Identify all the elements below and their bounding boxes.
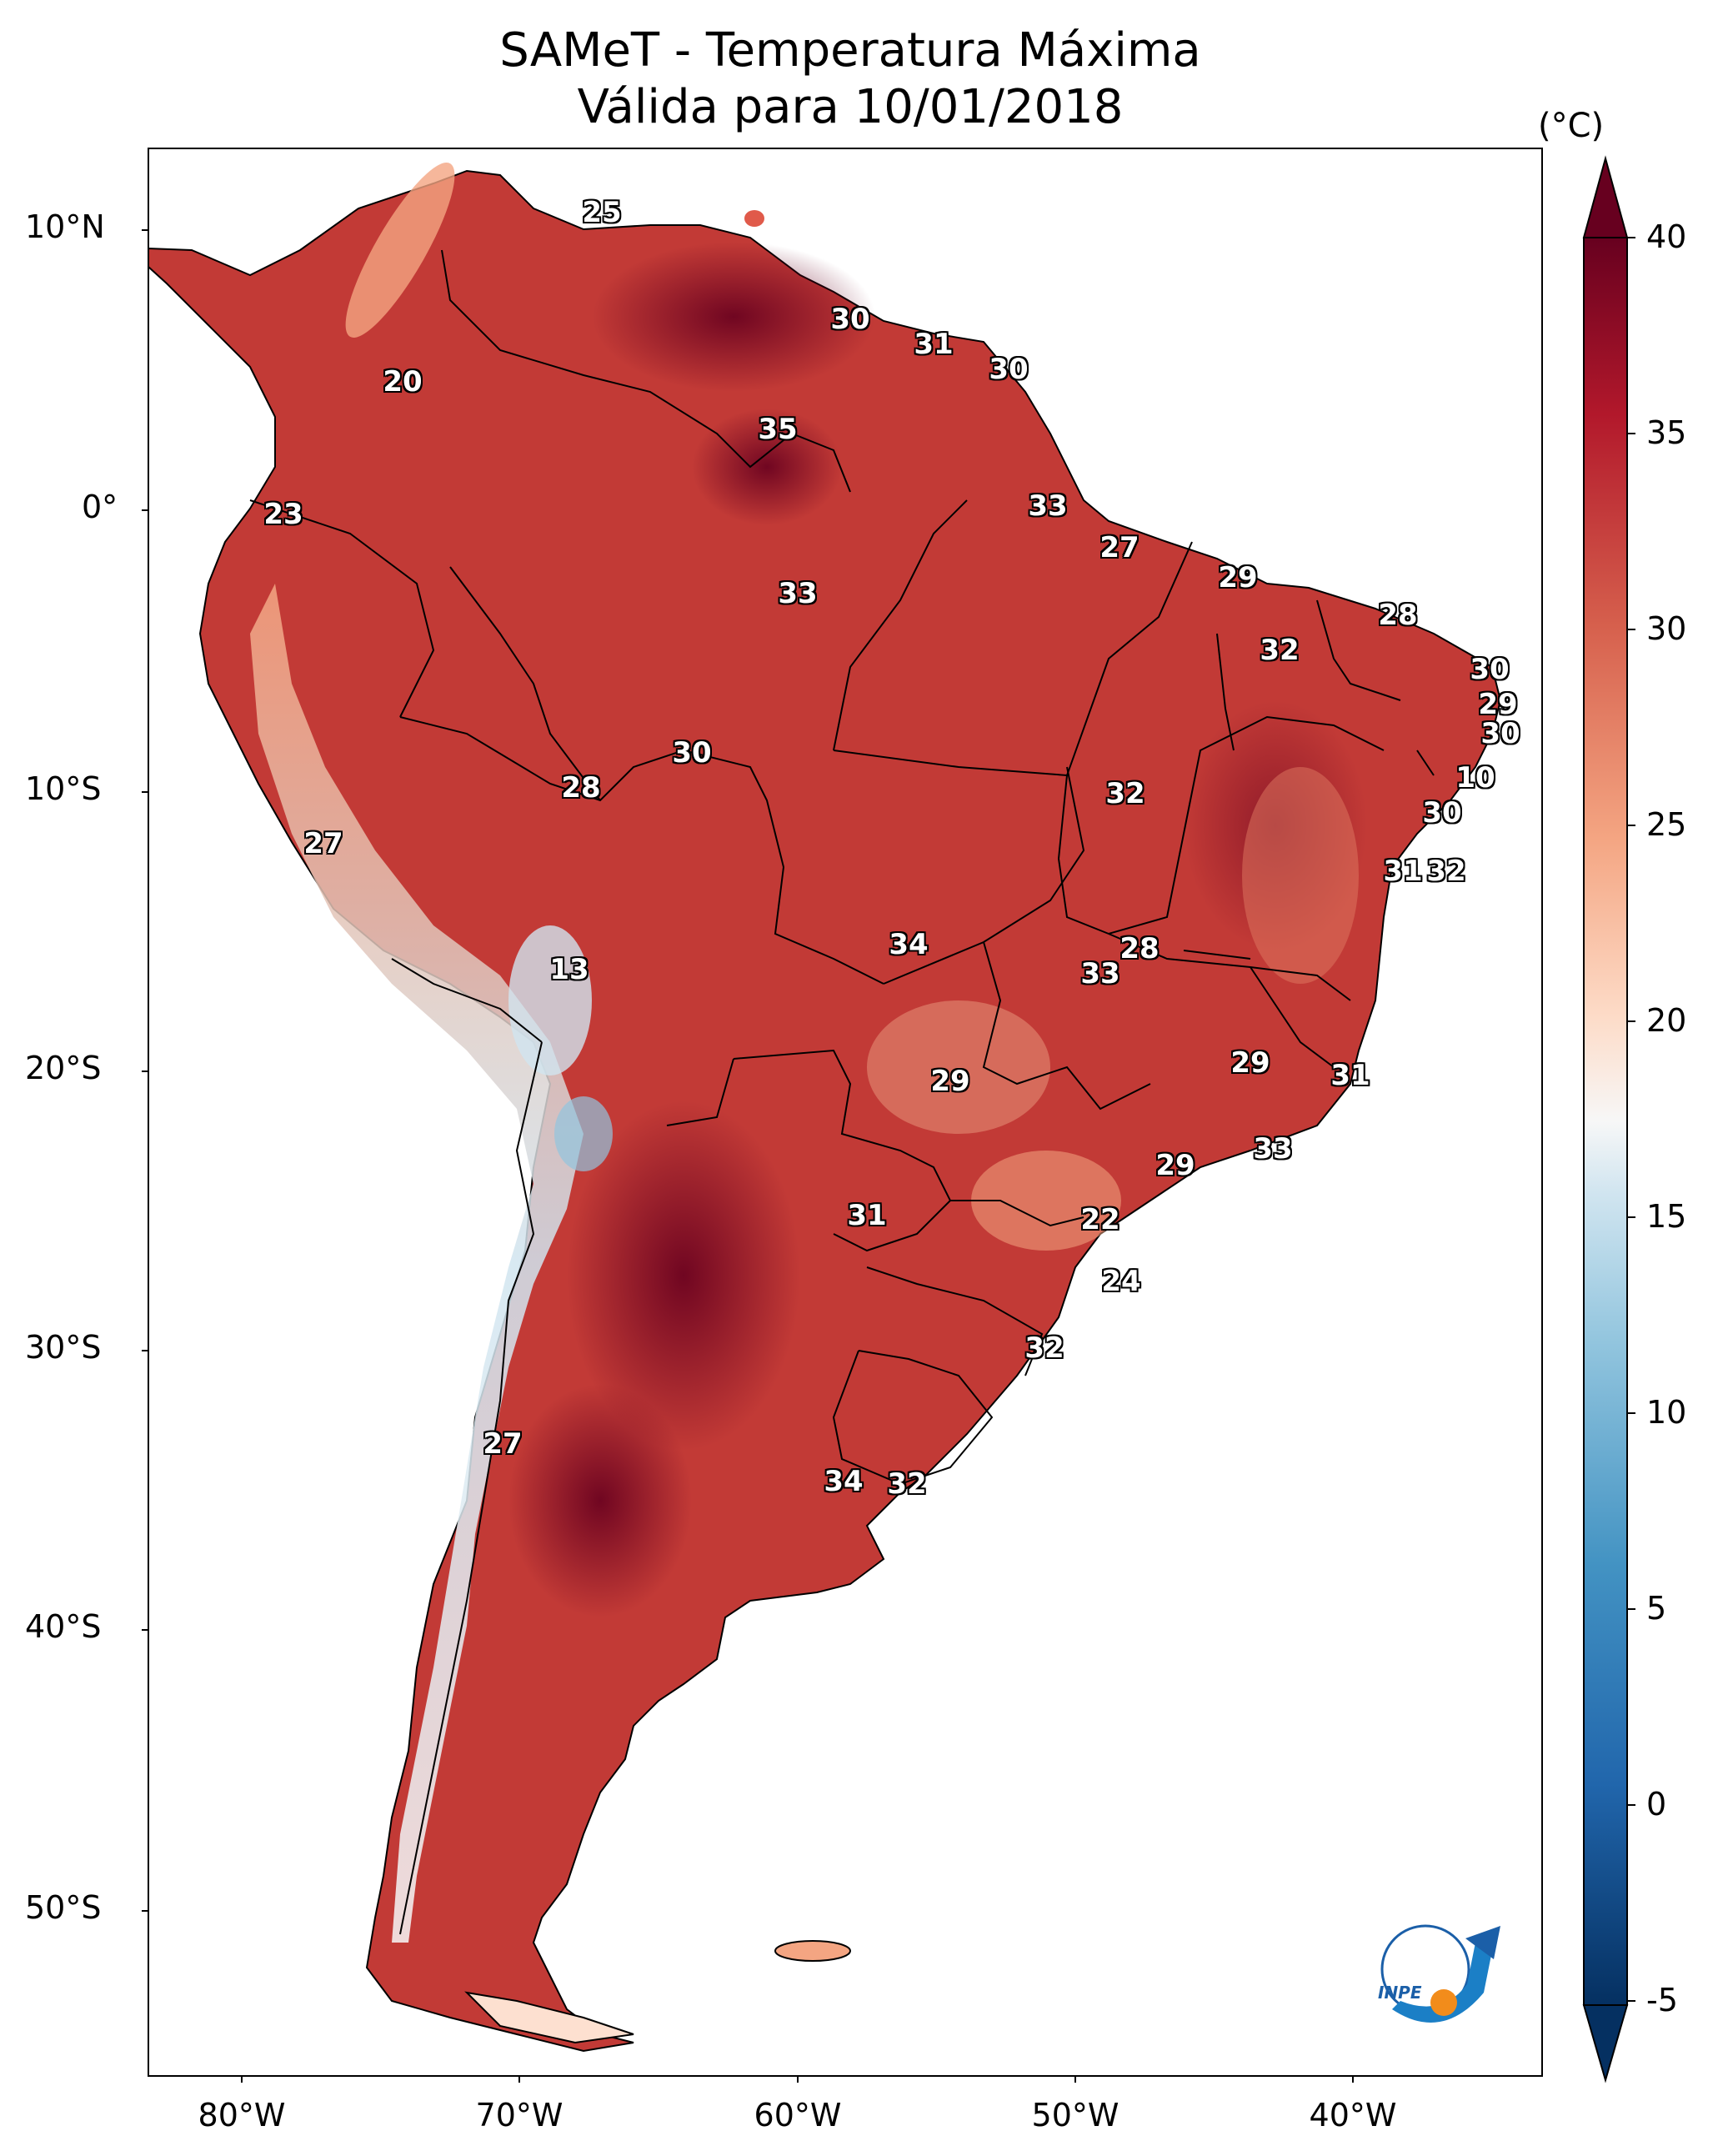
map-subtitle: Válida para 10/01/2018 bbox=[577, 80, 1124, 134]
temp-value-label: 28 bbox=[1119, 932, 1160, 965]
temp-value-label: 30 bbox=[1470, 653, 1510, 686]
temp-value-label: 29 bbox=[1478, 688, 1518, 721]
lat-label-20s: 20°S bbox=[25, 1050, 102, 1086]
colorbar-bottom-arrow bbox=[1582, 2004, 1629, 2083]
temp-value-label: 30 bbox=[830, 303, 870, 336]
lat-label-40s: 40°S bbox=[25, 1608, 102, 1645]
temp-value-label: 34 bbox=[889, 928, 929, 961]
lat-label-10s: 10°S bbox=[25, 770, 102, 807]
hot-zone-pampa bbox=[508, 1384, 692, 1617]
colorbar-tick-30: 30 bbox=[1646, 610, 1687, 647]
altiplano-coldest bbox=[554, 1096, 613, 1171]
inpe-logo-text: INPE bbox=[1378, 1983, 1422, 2003]
hot-zone-chaco bbox=[567, 1101, 800, 1451]
colorbar-tick-minus5: -5 bbox=[1646, 1982, 1678, 2018]
altiplano-cold bbox=[508, 925, 592, 1075]
temp-value-label: 20 bbox=[383, 365, 423, 399]
lon-label-70w: 70°W bbox=[475, 2097, 563, 2133]
temp-value-label: 33 bbox=[1028, 489, 1068, 523]
lon-label-60w: 60°W bbox=[754, 2097, 842, 2133]
colorbar-tick-10: 10 bbox=[1646, 1394, 1687, 1431]
colorbar-unit: (°C) bbox=[1538, 107, 1605, 145]
temp-value-label: 29 bbox=[1155, 1149, 1195, 1182]
temp-value-label: 32 bbox=[1426, 855, 1466, 888]
hot-zone-venezuela bbox=[592, 242, 875, 392]
tierra-del-fuego bbox=[464, 1991, 634, 2044]
temp-value-label: 29 bbox=[930, 1065, 970, 1098]
temp-value-label: 32 bbox=[1260, 634, 1300, 667]
temp-value-label: 31 bbox=[1383, 855, 1423, 888]
country-borders bbox=[249, 249, 1435, 1935]
colorbar-tick-20: 20 bbox=[1646, 1002, 1687, 1039]
lon-label-80w: 80°W bbox=[198, 2097, 286, 2133]
temp-value-label: 28 bbox=[561, 771, 601, 805]
falkland-islands bbox=[774, 1940, 851, 1962]
temp-value-label: 35 bbox=[758, 413, 798, 446]
temp-value-label: 31 bbox=[1330, 1059, 1370, 1092]
lon-label-40w: 40°W bbox=[1309, 2097, 1397, 2133]
temp-value-label: 30 bbox=[672, 736, 712, 770]
colorbar-tick-5: 5 bbox=[1646, 1590, 1667, 1627]
colorbar bbox=[1583, 237, 1628, 2006]
temp-value-label: 30 bbox=[989, 353, 1029, 386]
temp-value-label: 10 bbox=[1455, 761, 1495, 795]
map-title: SAMeT - Temperatura Máxima bbox=[499, 23, 1201, 78]
colorbar-tick-40: 40 bbox=[1646, 218, 1687, 255]
temp-value-label: 27 bbox=[303, 827, 343, 860]
colombia-andes bbox=[345, 163, 455, 338]
colorbar-top-arrow bbox=[1582, 155, 1629, 238]
temp-value-label: 27 bbox=[1099, 531, 1139, 564]
lat-label-0: 0° bbox=[82, 489, 118, 525]
temp-value-label: 23 bbox=[263, 498, 303, 531]
temp-value-label: 29 bbox=[1218, 561, 1258, 594]
temp-value-label: 13 bbox=[549, 953, 589, 986]
temp-value-label: 22 bbox=[1080, 1203, 1120, 1236]
colorbar-tick-15: 15 bbox=[1646, 1198, 1687, 1235]
cool-zone-espinhaco bbox=[1242, 767, 1359, 984]
trinidad-island bbox=[744, 210, 764, 227]
temp-value-label: 30 bbox=[1422, 796, 1462, 830]
lon-label-50w: 50°W bbox=[1031, 2097, 1119, 2133]
temp-value-label: 33 bbox=[1253, 1132, 1293, 1166]
temp-value-label: 33 bbox=[778, 577, 818, 610]
temp-value-label: 29 bbox=[1230, 1046, 1270, 1080]
lat-label-30s: 30°S bbox=[25, 1329, 102, 1366]
temp-value-label: 31 bbox=[847, 1199, 887, 1232]
temp-value-label: 32 bbox=[1105, 777, 1145, 810]
andes-cold-band bbox=[250, 584, 584, 1943]
colorbar-tick-25: 25 bbox=[1646, 806, 1687, 843]
temp-value-label: 32 bbox=[887, 1467, 927, 1501]
temp-value-label: 24 bbox=[1101, 1265, 1141, 1298]
colorbar-tick-0: 0 bbox=[1646, 1786, 1667, 1823]
temp-value-label: 32 bbox=[1024, 1331, 1064, 1365]
colorbar-tick-35: 35 bbox=[1646, 414, 1687, 451]
inpe-logo bbox=[1380, 1924, 1500, 2023]
temp-value-label: 27 bbox=[483, 1427, 523, 1461]
temp-value-label: 33 bbox=[1080, 957, 1120, 990]
cool-zone-parana bbox=[867, 1000, 1050, 1134]
lat-label-10n: 10°N bbox=[25, 208, 105, 245]
temp-value-label: 25 bbox=[582, 196, 622, 229]
temp-value-label: 31 bbox=[914, 328, 954, 361]
temp-value-label: 34 bbox=[824, 1465, 864, 1498]
temp-value-label: 28 bbox=[1378, 599, 1418, 632]
temp-value-label: 30 bbox=[1480, 717, 1520, 750]
axis-ticks bbox=[142, 229, 1635, 2083]
cool-zone-santa-catarina bbox=[971, 1151, 1121, 1251]
lat-label-50s: 50°S bbox=[25, 1889, 102, 1926]
